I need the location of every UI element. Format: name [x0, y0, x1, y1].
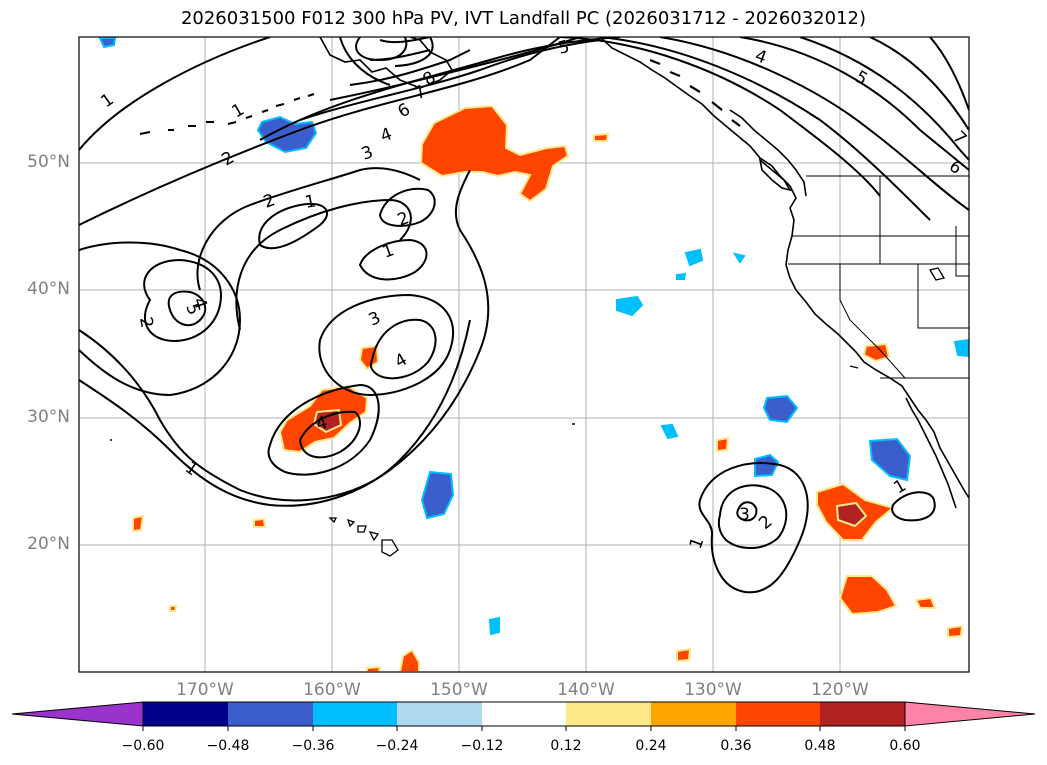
- pv-contour-labels: 1 2 1 2 3 4 6 7 8 5 4 5 6 7 2 1 2 1 4 5 …: [97, 37, 969, 552]
- positive-region: [716, 436, 730, 453]
- colorbar-tick-label: 0.24: [635, 738, 667, 754]
- negative-region: [420, 470, 455, 520]
- vancouver-island: [758, 157, 792, 192]
- political-borders: [788, 175, 969, 379]
- negative-region: [488, 616, 500, 636]
- negative-region: [754, 453, 780, 478]
- lat-label: 40°N: [27, 279, 70, 299]
- map-area: 1 2 1 2 3 4 6 7 8 5 4 5 6 7 2 1 2 1 4 5 …: [79, 37, 969, 672]
- baja-california: [905, 397, 957, 509]
- aleutian-islands: [227, 93, 315, 125]
- pv-contour-low-4: [143, 258, 222, 342]
- hawaii-islands: [328, 517, 399, 557]
- positive-region: [398, 648, 420, 672]
- pv-contours: [79, 37, 969, 594]
- contour-label: 5: [556, 37, 572, 59]
- alaska-coast: [319, 37, 454, 89]
- colorbar-segment: [397, 702, 482, 726]
- positive-region: [835, 501, 868, 528]
- lat-label: 20°N: [27, 534, 70, 554]
- negative-region: [616, 295, 644, 317]
- positive-region: [676, 647, 692, 663]
- positive-region: [593, 132, 610, 142]
- colorbar-segment: [482, 702, 566, 726]
- colorbar-tick-label: 0.48: [804, 738, 836, 754]
- pv-contour-1: [79, 37, 271, 151]
- colorbar-tick-label: −0.36: [291, 738, 335, 754]
- state-borders: [788, 176, 969, 379]
- colorbar-segment: [820, 702, 905, 726]
- pv-contour-low-5: [167, 290, 207, 327]
- negative-region: [868, 437, 912, 482]
- map-title: 2026031500 F012 300 hPa PV, IVT Landfall…: [180, 8, 867, 29]
- contour-label: 3: [739, 505, 750, 525]
- positive-region: [169, 605, 178, 612]
- contour-label: 2: [135, 315, 157, 329]
- colorbar-segment: [228, 702, 313, 726]
- negative-anomaly-regions: [98, 37, 969, 636]
- colorbar-segment: [651, 702, 736, 726]
- contour-label: 1: [303, 191, 317, 213]
- colorbar-tick-label: 0.60: [889, 738, 921, 754]
- negative-region: [762, 394, 799, 424]
- us-west-coast: [785, 264, 969, 499]
- lon-label: 160°W: [303, 680, 361, 700]
- positive-region: [366, 665, 382, 672]
- colorbar-segment: [313, 702, 397, 726]
- negative-region: [953, 338, 969, 358]
- negative-region: [660, 423, 679, 440]
- lon-label: 140°W: [557, 680, 615, 700]
- negative-region: [98, 37, 117, 49]
- positive-region: [914, 596, 937, 609]
- positive-region: [253, 517, 267, 528]
- coastlines: [110, 37, 969, 557]
- colorbar-extend-high: [904, 701, 1036, 727]
- colorbar-tick-label: 0.36: [720, 738, 752, 754]
- positive-region: [132, 514, 145, 533]
- colorbar-tick-label: −0.24: [375, 738, 419, 754]
- negative-region: [732, 252, 746, 264]
- contour-label: 4: [314, 413, 330, 435]
- colorbar-tick-label: 0.12: [550, 738, 582, 754]
- colorbar-extend-low: [11, 701, 144, 727]
- colorbar-segment: [736, 702, 820, 726]
- colorbar-tick-label: −0.48: [206, 738, 250, 754]
- map-frame: [78, 36, 970, 673]
- colorbar-segment: [566, 702, 651, 726]
- colorbar-segment: [143, 702, 228, 726]
- positive-region: [862, 342, 891, 363]
- colorbar: [11, 701, 1036, 731]
- lat-label: 50°N: [27, 152, 70, 172]
- pv-contour-3: [259, 37, 621, 141]
- positive-region: [838, 575, 898, 616]
- lon-label: 120°W: [811, 680, 869, 700]
- colorbar-tick-label: −0.60: [121, 738, 165, 754]
- pv-contour-2: [79, 37, 561, 226]
- pv-contour-subtropical-1: [698, 462, 809, 594]
- lon-label: 150°W: [430, 680, 488, 700]
- lat-label: 30°N: [27, 407, 70, 427]
- bc-coast: [599, 37, 797, 266]
- positive-region: [419, 104, 570, 203]
- positive-region: [947, 624, 964, 639]
- negative-region: [676, 272, 687, 280]
- lon-label: 170°W: [176, 680, 234, 700]
- lon-label: 130°W: [684, 680, 742, 700]
- colorbar-tick-label: −0.12: [460, 738, 504, 754]
- negative-region: [684, 248, 704, 267]
